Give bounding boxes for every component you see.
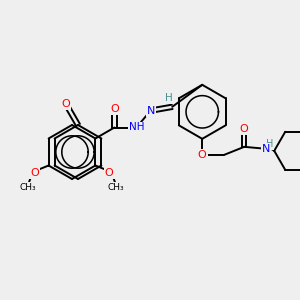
Text: O: O (61, 99, 70, 109)
Text: O: O (30, 169, 39, 178)
Text: N: N (146, 106, 155, 116)
Text: N: N (262, 144, 270, 154)
Text: CH₃: CH₃ (108, 183, 124, 192)
Text: O: O (240, 124, 249, 134)
Text: NH: NH (129, 122, 144, 133)
Text: H: H (165, 93, 173, 103)
Text: H: H (266, 139, 273, 149)
Text: O: O (198, 150, 207, 160)
Text: O: O (110, 104, 119, 115)
Text: CH₃: CH₃ (20, 183, 36, 192)
Text: O: O (105, 169, 114, 178)
